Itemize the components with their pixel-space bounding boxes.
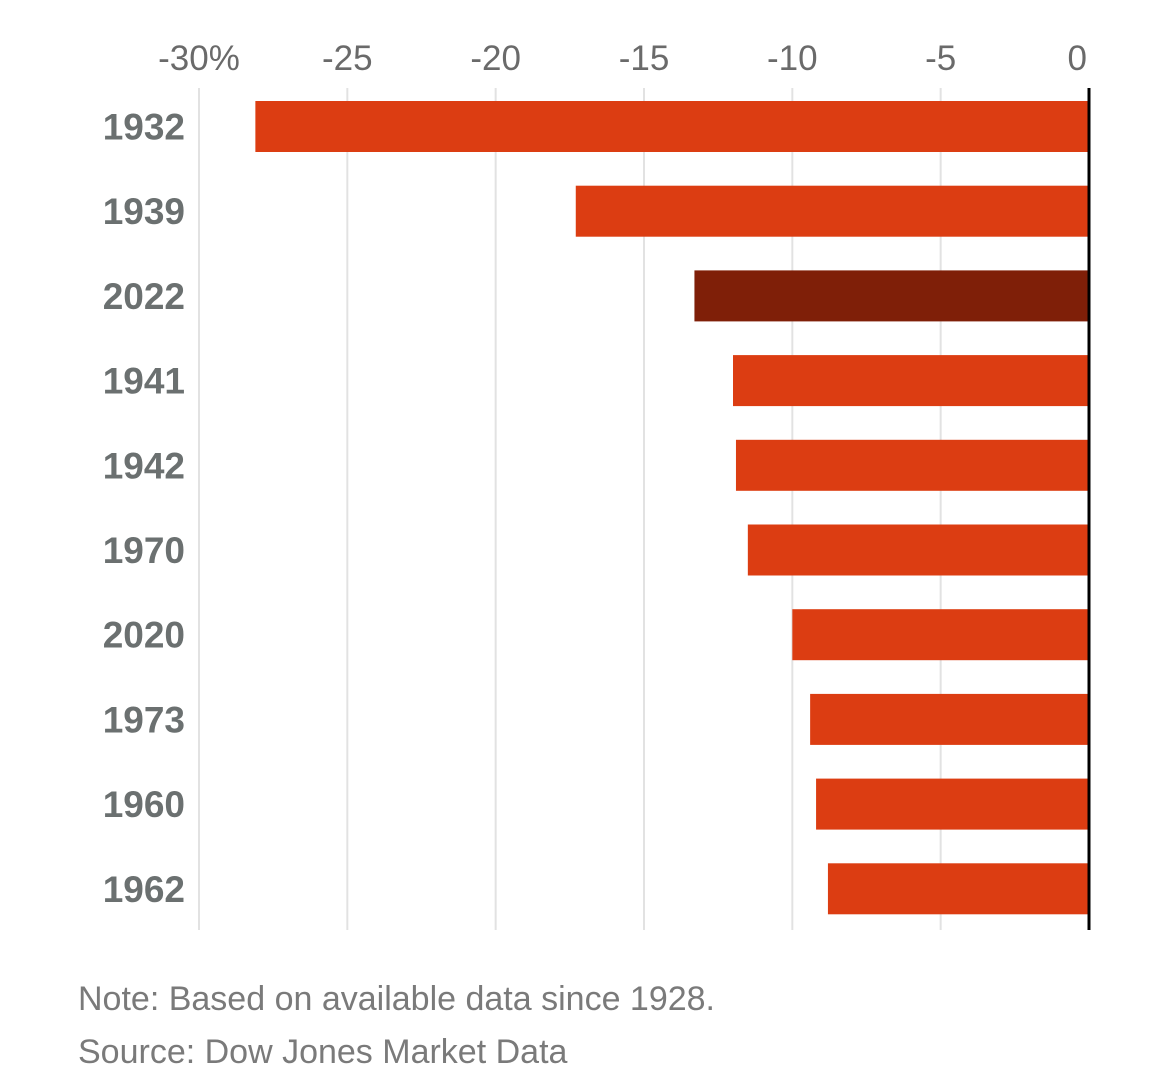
x-tick-label: -5	[925, 39, 956, 78]
bar-1962	[827, 863, 1089, 915]
x-tick-label: -10	[767, 39, 818, 78]
category-label: 2022	[103, 276, 185, 317]
x-tick-label: -20	[470, 39, 521, 78]
category-label: 1960	[103, 784, 185, 825]
category-label: 1962	[103, 869, 185, 910]
bar-2022	[694, 270, 1089, 322]
bar-2020	[792, 609, 1089, 661]
bar-1942	[735, 439, 1089, 491]
bar-1941	[733, 355, 1089, 407]
bar-1939	[575, 185, 1089, 237]
category-label: 1939	[103, 191, 185, 232]
category-label: 1942	[103, 445, 185, 486]
category-label: 1970	[103, 530, 185, 571]
category-label: 1941	[103, 361, 185, 402]
category-label: 1932	[103, 107, 185, 148]
x-tick-label: -15	[619, 39, 670, 78]
x-tick-label: -25	[322, 39, 373, 78]
category-label: 2020	[103, 615, 185, 656]
chart-source: Source: Dow Jones Market Data	[78, 1033, 568, 1071]
chart-note: Note: Based on available data since 1928…	[78, 980, 716, 1018]
bar-1960	[816, 778, 1089, 830]
bar-1970	[747, 524, 1089, 576]
x-tick-label: 0	[1068, 39, 1087, 78]
bar-chart: -30% -25 -20 -15 -10 -5 0 1932 1939 2022 1941 1942 1…	[103, 39, 1091, 930]
x-tick-label: -30%	[158, 39, 240, 78]
bar-1932	[255, 101, 1089, 152]
bar-1973	[810, 693, 1089, 745]
category-label: 1973	[103, 699, 185, 740]
